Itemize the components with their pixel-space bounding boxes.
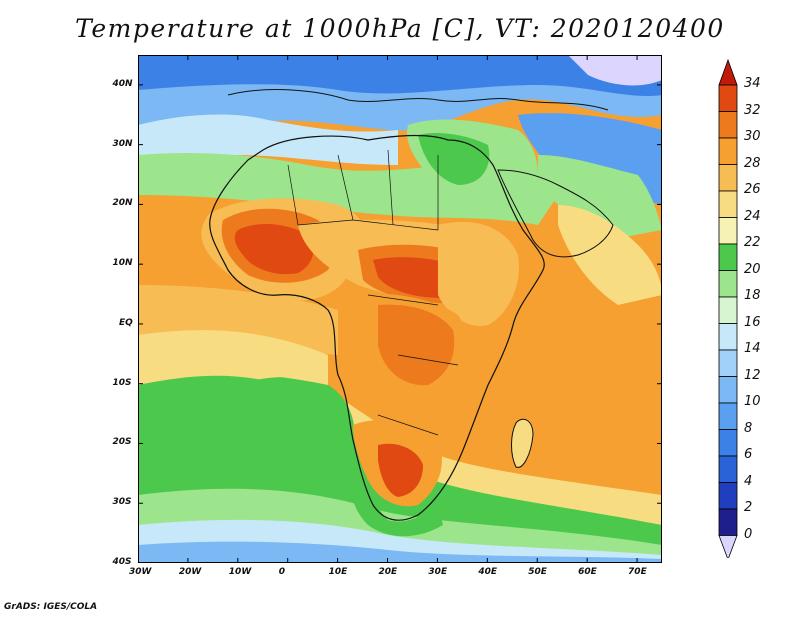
- colorbar-swatch: [718, 270, 738, 298]
- colorbar-over-arrow: [718, 58, 738, 86]
- colorbar-label: 20: [744, 261, 761, 277]
- colorbar-label: 32: [744, 102, 761, 118]
- colorbar-swatch: [718, 164, 738, 192]
- europe-coastline: [227, 89, 609, 111]
- colorbar: [718, 58, 738, 558]
- colorbar-swatch: [718, 455, 738, 483]
- colorbar-label: 34: [744, 76, 761, 91]
- madagascar-coastline: [511, 418, 534, 468]
- colorbar-label: 12: [744, 367, 761, 383]
- arabia-24: [558, 205, 662, 305]
- atlantic-band-24b: [138, 330, 328, 385]
- map-title: Temperature at 1000hPa [C], VT: 20201204…: [75, 14, 725, 43]
- map-canvas: [138, 55, 662, 563]
- east-africa-26: [438, 221, 519, 326]
- map-border: [138, 55, 662, 563]
- lat-tick-label: 20N: [112, 198, 133, 209]
- lon-tick-label: 0: [278, 567, 285, 577]
- lon-tick-label: 30E: [428, 567, 448, 577]
- colorbar-swatch: [718, 376, 738, 404]
- colorbar-label: 4: [744, 473, 753, 489]
- colorbar-swatch: [718, 243, 738, 271]
- south-atlantic-green-pool: [167, 376, 355, 500]
- colorbar-swatch: [718, 217, 738, 245]
- south-africa-20: [351, 475, 443, 537]
- colorbar-swatch: [718, 508, 738, 536]
- colorbar-label: 22: [744, 235, 761, 250]
- colorbar-label: 18: [744, 288, 761, 303]
- lat-tick-label: 40S: [112, 557, 132, 567]
- lon-tick-label: 60E: [578, 567, 597, 577]
- west-africa-32: [234, 223, 314, 275]
- lat-tick-label: 20S: [112, 437, 132, 448]
- colorbar-label: 30: [744, 129, 761, 144]
- colorbar-swatch: [718, 429, 738, 457]
- country-borders: [287, 149, 459, 436]
- libya-green-20: [418, 133, 490, 185]
- lon-tick-label: 40E: [478, 567, 498, 577]
- map-frame: [138, 55, 662, 563]
- lat-tick-label: EQ: [119, 317, 133, 328]
- lon-tick-label: 50E: [528, 567, 547, 577]
- lon-tick-label: 20W: [178, 567, 202, 577]
- lat-tick-label: 10N: [112, 258, 133, 269]
- colorbar-swatch: [718, 137, 738, 165]
- lat-tick-label: 30S: [112, 497, 132, 508]
- colorbar-swatch: [718, 296, 738, 324]
- lon-tick-label: 10W: [228, 567, 252, 577]
- colorbar-swatch: [718, 84, 738, 112]
- colorbar-swatch: [718, 190, 738, 218]
- colorbar-label: 26: [744, 182, 761, 197]
- north-band-lt0: [568, 55, 662, 86]
- congo-30: [378, 304, 455, 386]
- arabia-north-18: [538, 155, 662, 240]
- colorbar-label: 16: [744, 314, 761, 330]
- colorbar-label: 2: [744, 500, 753, 515]
- lat-tick-label: 30N: [112, 138, 133, 149]
- colorbar-label: 10: [744, 394, 761, 409]
- colorbar-swatch: [718, 402, 738, 430]
- lon-tick-label: 70E: [628, 567, 647, 577]
- grads-credit: GrADS: IGES/COLA: [4, 602, 98, 612]
- colorbar-label: 28: [744, 155, 761, 171]
- temperature-map: [138, 55, 662, 563]
- north-band-8: [138, 55, 662, 97]
- colorbar-label: 14: [744, 341, 761, 356]
- colorbar-label: 0: [744, 526, 753, 542]
- colorbar-swatch: [718, 111, 738, 139]
- colorbar-label: 24: [744, 208, 761, 224]
- colorbar-label: 8: [744, 420, 753, 436]
- colorbar-swatch: [718, 323, 738, 351]
- colorbar-label: 6: [744, 447, 753, 462]
- lon-tick-label: 20E: [378, 567, 398, 577]
- southern-band-10: [138, 541, 662, 563]
- africa-coastline: [209, 134, 545, 521]
- lon-tick-label: 10E: [328, 567, 348, 577]
- lon-tick-label: 30W: [129, 567, 152, 577]
- colorbar-swatch: [718, 482, 738, 510]
- lat-tick-label: 10S: [112, 377, 132, 388]
- madagascar-24: [511, 419, 533, 468]
- colorbar-under-arrow: [718, 535, 738, 558]
- kalahari-32: [378, 443, 423, 497]
- arabia-coastline: [497, 169, 614, 258]
- colorbar-swatch: [718, 349, 738, 377]
- lat-tick-label: 40N: [112, 78, 133, 89]
- north-band-14: [138, 114, 398, 165]
